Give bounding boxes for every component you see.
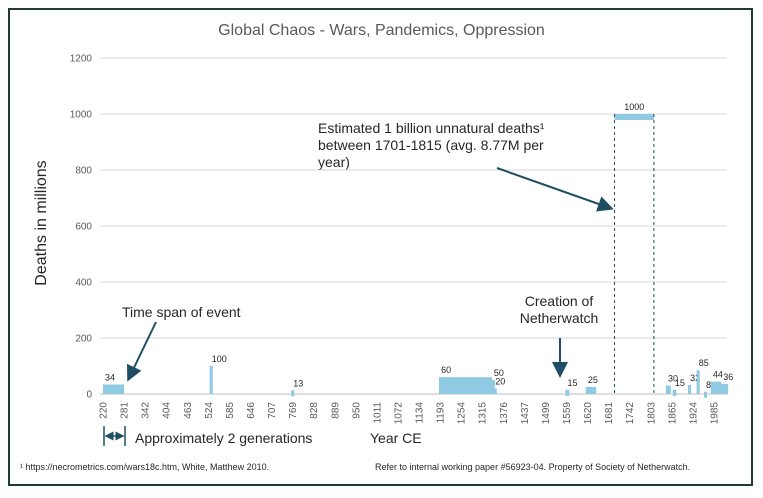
creation-annotation: Creation of Netherwatch bbox=[513, 293, 605, 327]
data-label: 13 bbox=[293, 378, 303, 388]
y-tick-label: 200 bbox=[75, 334, 92, 345]
x-tick-label: 1315 bbox=[478, 402, 489, 425]
estimated-line-3: year) bbox=[318, 154, 350, 170]
event-bar bbox=[665, 385, 671, 394]
y-tick-label: 1200 bbox=[70, 54, 93, 65]
x-tick-label: 585 bbox=[225, 402, 236, 419]
y-tick-label: 0 bbox=[86, 390, 92, 401]
y-tick-label: 400 bbox=[75, 278, 92, 289]
data-label: 44 bbox=[713, 370, 723, 380]
event-bar bbox=[493, 388, 497, 395]
event-bar-stem bbox=[665, 385, 668, 394]
x-tick-label: 1924 bbox=[688, 402, 699, 425]
time-span-annotation: Time span of event bbox=[122, 304, 241, 320]
y-tick-label: 800 bbox=[75, 166, 92, 177]
x-tick-label: 281 bbox=[120, 402, 131, 419]
x-tick-label: 1559 bbox=[562, 402, 573, 425]
x-tick-label: 769 bbox=[288, 402, 299, 419]
data-label: 60 bbox=[441, 365, 451, 375]
x-tick-label: 1985 bbox=[710, 402, 721, 425]
time-span-arrow bbox=[127, 321, 157, 382]
x-tick-label: 463 bbox=[183, 402, 194, 419]
data-label: 20 bbox=[495, 376, 505, 386]
event-bar-stem bbox=[103, 384, 105, 394]
event-bar bbox=[703, 391, 707, 398]
data-label: 85 bbox=[699, 358, 709, 368]
x-tick-label: 707 bbox=[267, 402, 278, 419]
event-bar bbox=[672, 389, 677, 396]
x-tick-label: 342 bbox=[141, 402, 152, 419]
data-label: 36 bbox=[723, 372, 733, 382]
y-tick-label: 600 bbox=[75, 222, 92, 233]
event-bar-stem bbox=[703, 391, 706, 394]
footnote-source: ¹ https://necrometrics.com/wars18c.htm, … bbox=[20, 462, 270, 472]
x-tick-label: 828 bbox=[309, 402, 320, 419]
data-label: 25 bbox=[588, 375, 598, 385]
event-bar-stem bbox=[688, 385, 690, 394]
x-tick-label: 404 bbox=[162, 402, 173, 419]
data-label: 15 bbox=[567, 378, 577, 388]
event-bar-stem bbox=[491, 380, 494, 394]
event-bar bbox=[585, 387, 597, 394]
x-tick-label: 1376 bbox=[499, 402, 510, 425]
x-tick-label: 1742 bbox=[625, 402, 636, 425]
chart-title: Global Chaos - Wars, Pandemics, Oppressi… bbox=[218, 22, 545, 39]
creation-line-2: Netherwatch bbox=[519, 310, 599, 326]
estimated-arrow bbox=[496, 167, 614, 212]
x-tick-label: 1803 bbox=[646, 402, 657, 425]
x-tick-label: 524 bbox=[204, 402, 215, 419]
event-bar-stem bbox=[209, 366, 212, 394]
footnote-property: Refer to internal working paper #56923-0… bbox=[375, 462, 691, 472]
event-bar-stem bbox=[710, 381, 713, 394]
creation-line-1: Creation of bbox=[524, 293, 594, 309]
data-label: 8 bbox=[706, 380, 711, 390]
estimated-annotation: Estimated 1 billion unnatural deaths¹ be… bbox=[318, 120, 544, 171]
x-tick-label: 1437 bbox=[520, 402, 531, 425]
x-tick-label: 1193 bbox=[436, 402, 447, 424]
estimated-line-1: Estimated 1 billion unnatural deaths¹ bbox=[318, 120, 545, 136]
estimated-line-2: between 1701-1815 (avg. 8.77M per bbox=[318, 137, 544, 153]
x-tick-label: 1254 bbox=[457, 402, 468, 425]
x-tick-label: 950 bbox=[351, 402, 362, 419]
y-tick-label: 1000 bbox=[70, 110, 93, 121]
x-axis-label: Year CE bbox=[370, 430, 422, 446]
event-bar-stem bbox=[721, 383, 723, 394]
event-bar bbox=[710, 381, 722, 394]
x-tick-label: 1620 bbox=[583, 402, 594, 425]
x-tick-label: 646 bbox=[246, 402, 257, 419]
data-label: 1000 bbox=[624, 102, 644, 112]
x-tick-label: 1681 bbox=[604, 402, 615, 425]
data-label: 32 bbox=[690, 373, 700, 383]
x-tick-label: 1072 bbox=[393, 402, 404, 425]
x-tick-label: 1499 bbox=[541, 402, 552, 425]
event-bar-stem bbox=[585, 387, 588, 394]
event-bar-stem bbox=[439, 377, 441, 394]
event-bar-stem bbox=[493, 388, 495, 394]
event-bar-stem bbox=[565, 389, 567, 394]
event-bar-stem bbox=[696, 370, 699, 394]
data-label: 15 bbox=[675, 378, 685, 388]
event-bar-stem bbox=[291, 390, 293, 394]
data-label: 50 bbox=[494, 368, 504, 378]
event-bar-stem bbox=[672, 389, 675, 394]
event-bar bbox=[721, 383, 729, 394]
event-bar bbox=[565, 389, 570, 396]
x-tick-label: 1134 bbox=[415, 402, 426, 424]
event-bar bbox=[614, 114, 654, 120]
data-label: 100 bbox=[212, 354, 227, 364]
event-bar bbox=[103, 384, 125, 394]
event-bar bbox=[439, 377, 492, 394]
generations-annotation: Approximately 2 generations bbox=[135, 430, 313, 446]
x-tick-label: 889 bbox=[330, 402, 341, 419]
data-label: 30 bbox=[668, 374, 678, 384]
x-tick-label: 1865 bbox=[667, 402, 678, 425]
x-tick-label: 1011 bbox=[372, 402, 383, 424]
data-label: 34 bbox=[105, 372, 115, 382]
x-tick-label: 220 bbox=[99, 402, 110, 419]
chart-frame bbox=[8, 8, 753, 486]
